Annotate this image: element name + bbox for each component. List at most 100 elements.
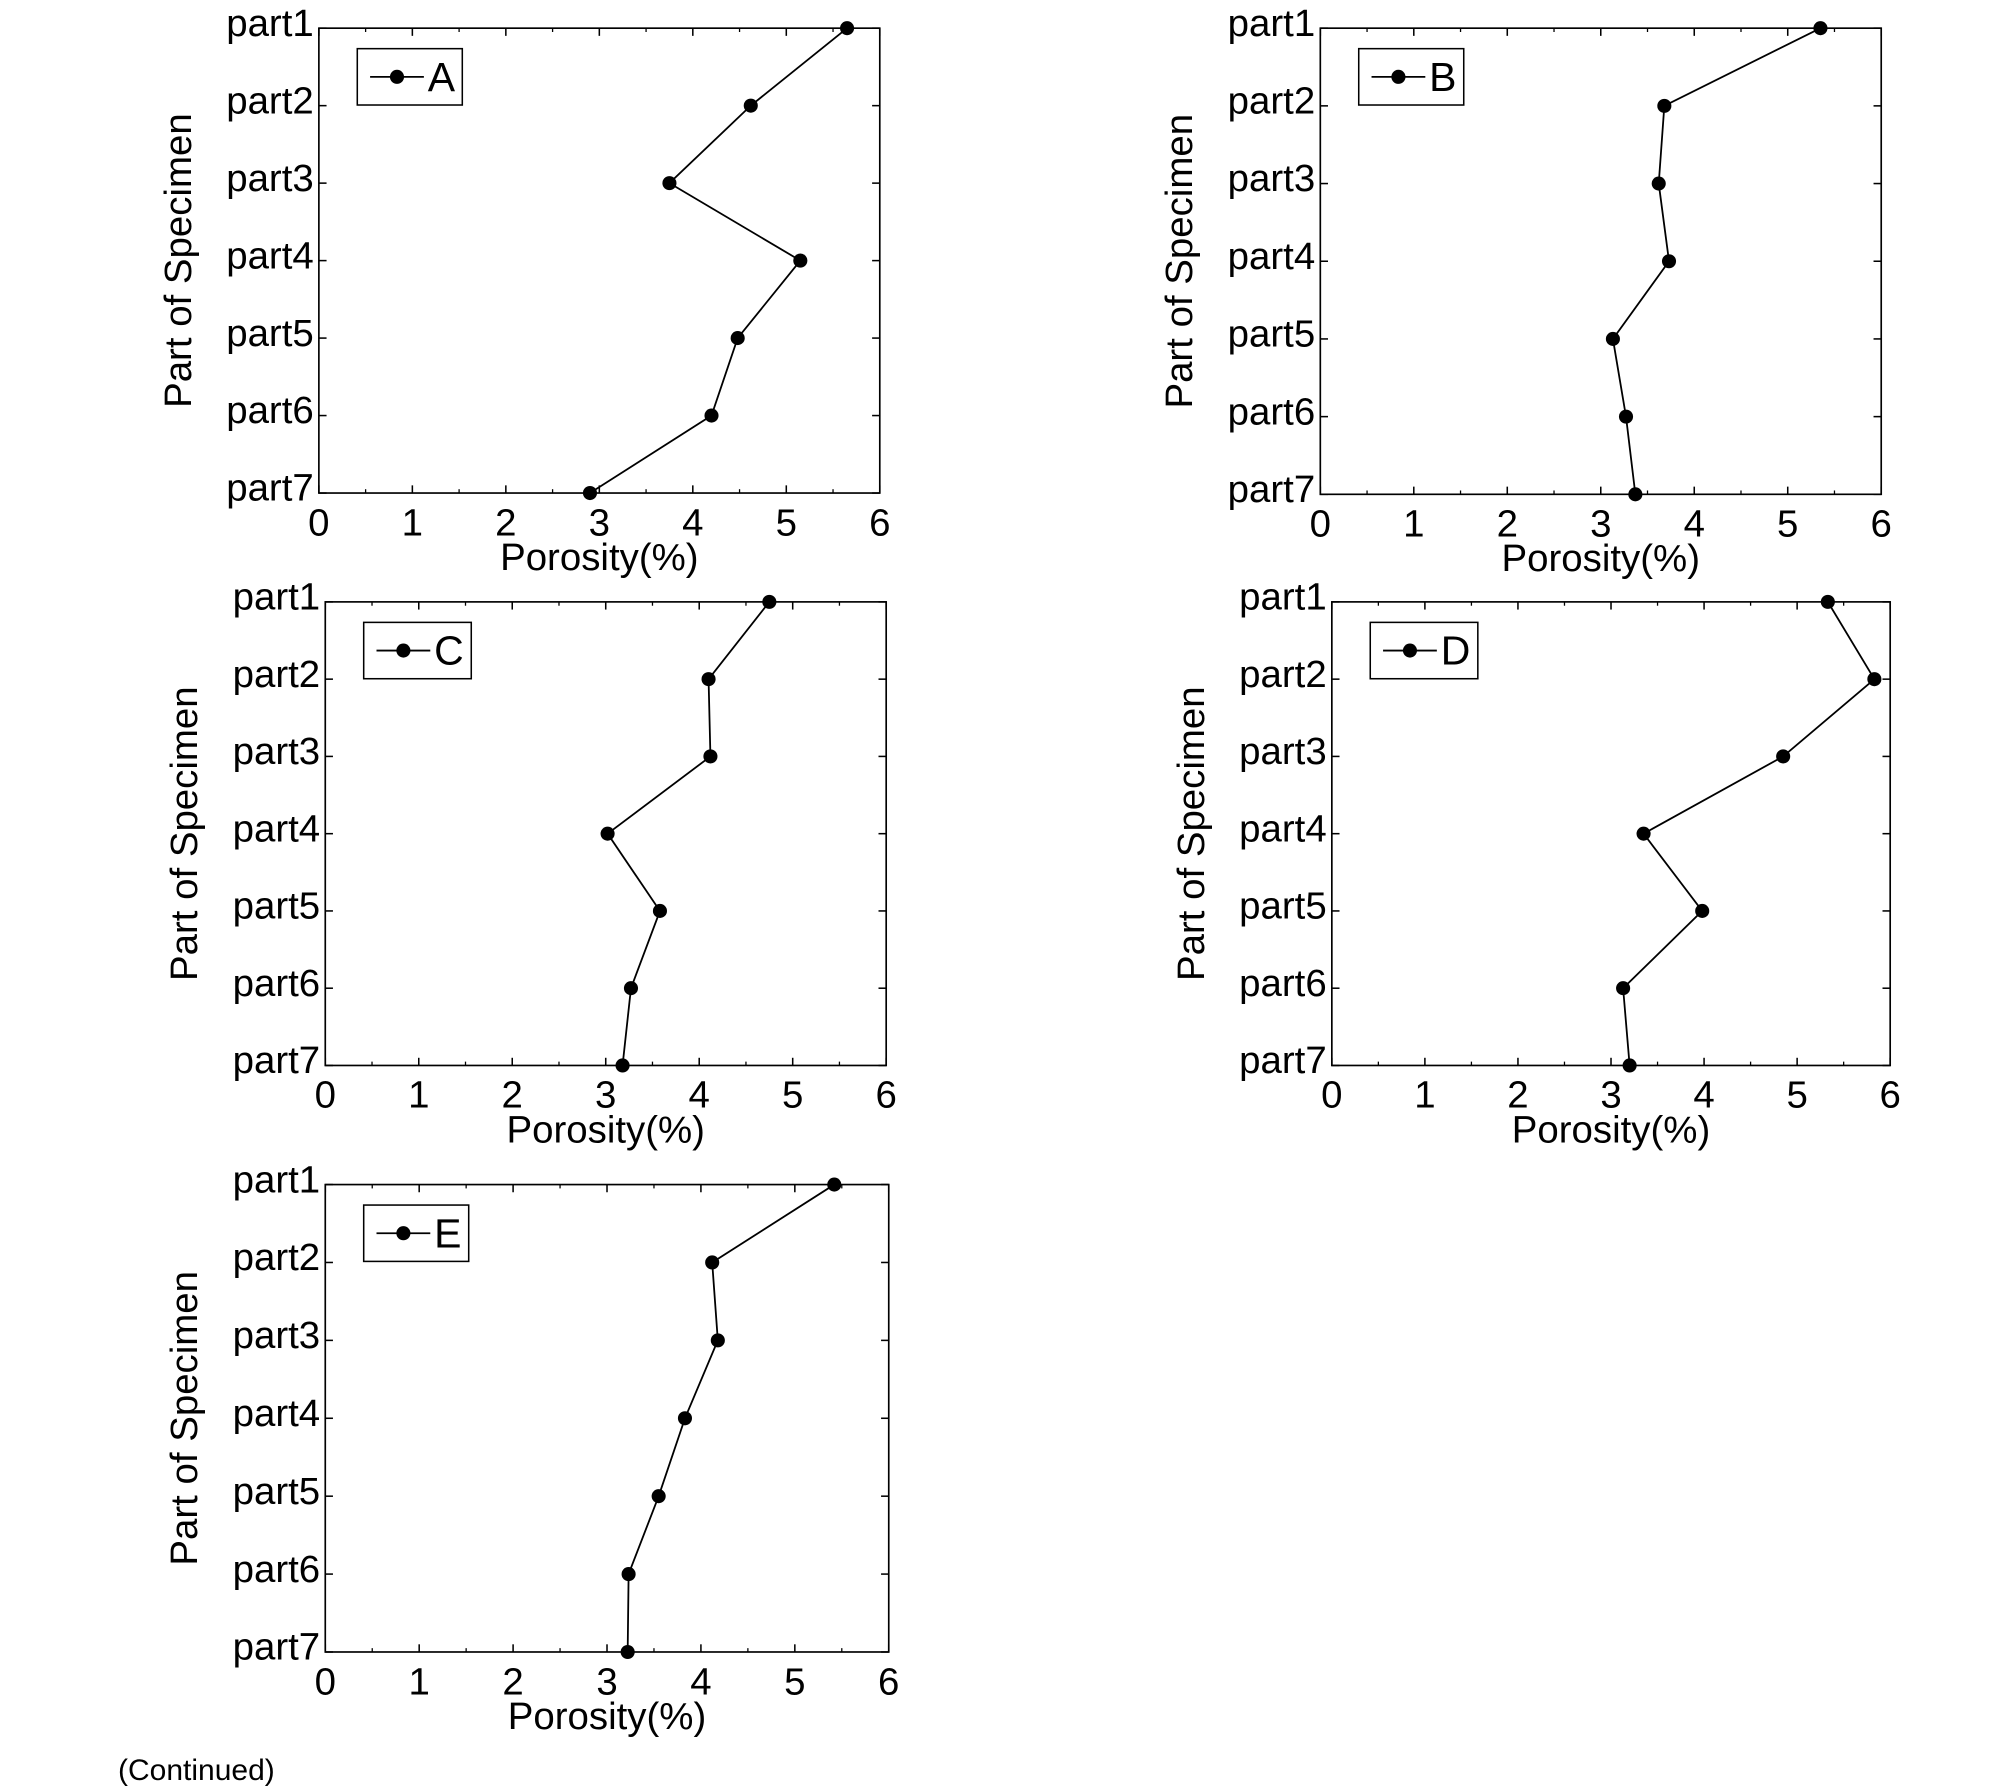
data-point (623, 981, 639, 996)
chart-panel: 0 1 2 3 4 5 6 part1 part2 part3 part4 part5 part6 par… (1158, 2, 1892, 580)
chart-panel: 0 1 2 3 4 5 6 part1 part2 part3 part4 part5 part6 par… (163, 1158, 899, 1738)
legend: D (1369, 621, 1479, 680)
series-line (1622, 601, 1876, 1066)
y-category-label: part4 (1239, 807, 1327, 850)
data-point (730, 331, 745, 346)
y-category-label: part7 (233, 1039, 321, 1082)
x-tick-label: 5 (1786, 1074, 1807, 1117)
y-axis-title: Part of Specimen (1170, 686, 1213, 981)
x-tick-label: 6 (869, 501, 890, 544)
data-point (701, 672, 716, 687)
y-category-label: part6 (226, 389, 314, 432)
data-point (1651, 176, 1666, 191)
legend-marker (1402, 643, 1417, 658)
x-tick-label: 3 (589, 501, 610, 544)
data-point (652, 903, 667, 918)
x-tick-label: 6 (878, 1660, 899, 1703)
x-tick-label: 5 (1777, 503, 1798, 546)
y-category-label: part4 (1228, 235, 1316, 278)
legend-label: A (428, 54, 456, 100)
data-point (704, 408, 719, 423)
data-point (615, 1058, 630, 1073)
data-point (1628, 487, 1643, 502)
data-point (1867, 672, 1882, 687)
legend-marker (396, 643, 411, 658)
x-axis-title: Porosity(%) (500, 536, 698, 579)
y-category-label: part6 (1239, 962, 1327, 1005)
x-axis-title: Porosity(%) (1512, 1108, 1710, 1151)
chart-panel: 0 1 2 3 4 5 6 part1 part2 part3 part4 part5 part6 par… (157, 2, 891, 579)
x-tick-label: 6 (1879, 1074, 1900, 1117)
series-line (589, 27, 848, 494)
y-category-label: part4 (226, 234, 314, 277)
legend-label: E (434, 1210, 461, 1256)
data-point (1813, 21, 1828, 36)
y-category-label: part3 (1239, 730, 1327, 773)
data-point (677, 1411, 693, 1426)
data-point (705, 1255, 720, 1270)
x-tick-label: 3 (1590, 503, 1611, 546)
x-tick-label: 0 (1321, 1074, 1342, 1117)
legend: E (362, 1204, 470, 1263)
y-category-label: part2 (1228, 80, 1316, 123)
y-category-label: part3 (233, 1314, 321, 1357)
y-category-label: part7 (1228, 468, 1316, 511)
legend-label: C (434, 628, 464, 674)
y-category-label: part1 (233, 576, 321, 619)
x-axis-title: Porosity(%) (1502, 537, 1700, 580)
series-line (626, 1183, 835, 1653)
x-tick-label: 1 (1414, 1074, 1435, 1117)
x-tick-label: 4 (1684, 503, 1705, 546)
x-tick-label: 2 (502, 1660, 523, 1703)
y-axis-title: Part of Specimen (163, 686, 206, 981)
y-category-label: part5 (233, 885, 321, 928)
legend-marker (396, 1226, 411, 1241)
x-tick-label: 0 (308, 501, 329, 544)
y-category-label: part5 (1239, 885, 1327, 928)
x-tick-label: 4 (690, 1660, 711, 1703)
x-tick-label: 1 (408, 1074, 429, 1117)
data-point (1636, 826, 1651, 841)
x-tick-label: 6 (1871, 503, 1892, 546)
y-category-label: part3 (233, 730, 321, 773)
x-tick-label: 5 (782, 1074, 803, 1117)
y-category-label: part6 (233, 1548, 321, 1591)
y-category-label: part4 (233, 1392, 321, 1435)
x-axis-title: Porosity(%) (508, 1695, 706, 1738)
data-point (621, 1567, 636, 1582)
x-tick-label: 2 (502, 1074, 523, 1117)
y-category-label: part2 (226, 79, 314, 122)
series-line (1611, 27, 1821, 495)
data-point (1661, 254, 1677, 269)
y-axis-title: Part of Specimen (163, 1271, 206, 1566)
y-category-label: part7 (226, 467, 314, 510)
x-tick-label: 4 (1693, 1074, 1714, 1117)
x-tick-label: 3 (1600, 1074, 1621, 1117)
data-point (620, 1644, 635, 1660)
chart-panel: 0 1 2 3 4 5 6 part1 part2 part3 part4 part5 part6 par… (163, 576, 897, 1152)
data-point (840, 21, 855, 36)
data-point (662, 176, 677, 191)
y-category-label: part1 (226, 2, 314, 45)
y-category-label: part5 (226, 312, 314, 355)
data-point (1618, 409, 1634, 424)
x-tick-label: 1 (1403, 503, 1424, 546)
legend: C (362, 621, 473, 680)
x-tick-label: 2 (1497, 503, 1518, 546)
x-tick-label: 2 (1507, 1074, 1528, 1117)
y-category-label: part7 (1239, 1039, 1327, 1082)
data-point (651, 1489, 666, 1504)
figure-caption: (Continued) (118, 1754, 275, 1787)
y-category-label: part3 (1228, 157, 1316, 200)
y-category-label: part2 (1239, 653, 1327, 696)
data-point (793, 253, 808, 268)
x-tick-label: 1 (408, 1660, 429, 1703)
data-point (827, 1177, 842, 1192)
x-tick-label: 5 (776, 501, 797, 544)
data-point (710, 1333, 725, 1348)
data-point (762, 594, 777, 609)
data-point (1657, 98, 1672, 113)
y-category-label: part6 (233, 962, 321, 1005)
x-axis-title: Porosity(%) (506, 1108, 704, 1151)
